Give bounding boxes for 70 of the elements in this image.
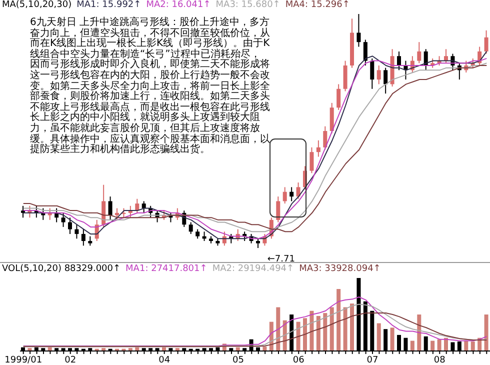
candlestick — [74, 224, 79, 240]
chart-title: MA(5,10,20,30) — [2, 0, 72, 10]
candlestick — [444, 48, 448, 64]
x-tick-label: 08 — [434, 355, 446, 365]
bar — [303, 318, 307, 351]
bar — [323, 313, 328, 351]
candlestick — [276, 196, 280, 223]
candlestick — [417, 42, 422, 64]
x-tick-label: 06 — [292, 355, 305, 365]
x-tick-label: 07 — [366, 355, 378, 365]
candlestick — [282, 186, 287, 204]
text: MA2: 16.041↑ — [146, 0, 211, 10]
candlestick — [356, 14, 361, 48]
bar — [310, 310, 314, 351]
candlestick — [323, 126, 328, 150]
candlestick — [68, 217, 72, 234]
candlestick — [330, 102, 334, 134]
candlestick — [290, 186, 294, 202]
bar — [343, 307, 348, 351]
bar — [410, 340, 414, 351]
candlestick — [343, 60, 348, 92]
candlestick — [370, 58, 374, 90]
bar — [330, 307, 334, 351]
bar — [417, 314, 422, 351]
bar — [336, 288, 341, 351]
candlestick — [135, 198, 140, 214]
bar — [316, 316, 320, 351]
bar — [296, 322, 300, 351]
candlestick — [397, 50, 401, 71]
bar — [470, 342, 475, 351]
bar — [376, 323, 381, 351]
bar — [437, 339, 442, 351]
x-tick-label: 04 — [158, 355, 170, 365]
candlestick — [316, 140, 320, 158]
bar — [390, 328, 394, 351]
candlestick — [196, 228, 200, 240]
x-tick-label: 02 — [64, 355, 76, 365]
candlestick — [296, 182, 300, 200]
bar — [484, 314, 488, 351]
candlestick — [81, 228, 86, 246]
candlestick — [310, 146, 314, 174]
text: MA2: 29194.494↑ — [212, 264, 294, 274]
candlestick — [363, 39, 368, 66]
candlestick — [376, 64, 381, 85]
text: MA3: 15.680↑ — [216, 0, 280, 10]
candlestick — [108, 196, 112, 220]
candlestick — [102, 184, 106, 228]
text: MA1: 27417.801↑ — [126, 264, 208, 274]
text: MA1: 15.992↑ — [76, 0, 142, 10]
candlestick — [188, 222, 193, 234]
candlestick — [122, 208, 126, 218]
bar — [350, 304, 354, 351]
text: ←7.71 — [267, 254, 295, 264]
candlestick — [384, 67, 388, 94]
candlestick — [61, 212, 66, 228]
candlestick — [88, 236, 92, 246]
bar — [262, 346, 267, 351]
x-tick-label: 1999/01 — [4, 355, 42, 365]
text: 6九天射日 上升中途跳高弓形线：股价上升途中，多方奋力向上，但遭空头狙击，不得不回撤至较低价位，从而在K线图上出现一根长上影K线（即弓形线）。由于K线组合中空头力量在制造“长弓”过程中已消耗殆尽，因而弓形线形成时即介入良机，即使第二天不能形成将这一弓形线包容在内的大阳，股价上行趋势一般不会改变。如第二天多头尽全力向上攻击，将前一日长上影全部蚕食，则股价将加速上行，连收阳线。如第二天多头不能攻上弓形线最高点，而是收出一根包容在此弓形线长上影之内的中小阳线，就说明多头上攻遇到较大阻力，虽不能就此妄言股价见顶，但其后上攻速度将放缓。具体操作中，应认真观察个股基本面和消息面，以提防某些主力和机构借此形态骗线出货。 — [30, 17, 270, 156]
x-tick-label: 05 — [232, 355, 244, 365]
bar — [276, 307, 280, 351]
candlestick — [142, 200, 146, 214]
candlestick — [21, 205, 25, 218]
candlestick — [336, 84, 341, 110]
text: MA3: 33928.094↑ — [299, 264, 381, 274]
candlestick — [256, 238, 260, 248]
text: MA4: 15.296↑ — [285, 0, 350, 10]
bar — [430, 340, 435, 351]
candlestick — [484, 30, 488, 54]
chart-title: VOL(5,10,20) 88329.000↑ — [2, 264, 121, 274]
